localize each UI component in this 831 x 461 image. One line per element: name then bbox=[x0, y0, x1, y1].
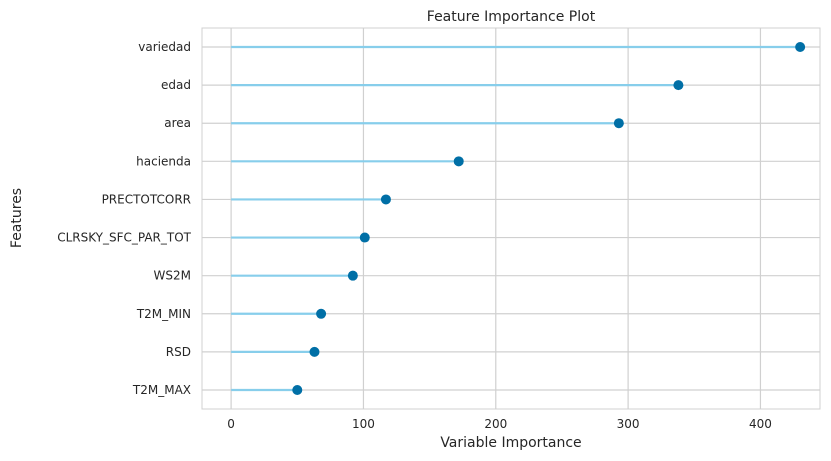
y-tick-label: RSD bbox=[166, 345, 191, 359]
y-tick-label: PRECTOTCORR bbox=[102, 192, 191, 206]
chart-title: Feature Importance Plot bbox=[427, 9, 596, 25]
y-axis-title: Features bbox=[9, 188, 25, 248]
y-tick-label: area bbox=[164, 116, 191, 130]
y-tick-label: WS2M bbox=[154, 269, 191, 283]
plot-area bbox=[201, 27, 821, 410]
x-tick-label: 100 bbox=[352, 417, 375, 431]
data-point bbox=[359, 232, 370, 243]
data-point bbox=[380, 194, 391, 205]
markers bbox=[292, 42, 806, 395]
y-tick-label: variedad bbox=[138, 40, 191, 54]
data-point bbox=[316, 308, 327, 319]
data-point bbox=[613, 118, 624, 129]
data-point bbox=[347, 270, 358, 281]
x-tick-label: 300 bbox=[617, 417, 640, 431]
x-tick-label: 400 bbox=[749, 417, 772, 431]
y-tick-labels: variedad edad area hacienda PRECTOTCORR CLRSK… bbox=[57, 40, 191, 397]
stems bbox=[231, 45, 801, 392]
y-tick-label: T2M_MAX bbox=[132, 383, 191, 397]
y-tick-label: CLRSKY_SFC_PAR_TOT bbox=[57, 231, 191, 245]
x-tick-label: 0 bbox=[227, 417, 235, 431]
data-point bbox=[292, 385, 303, 395]
data-point bbox=[453, 156, 464, 167]
data-point bbox=[795, 42, 806, 52]
data-point bbox=[309, 346, 320, 357]
x-tick-labels: 0 100 200 300 400 bbox=[227, 417, 772, 431]
y-tick-label: hacienda bbox=[136, 154, 191, 168]
y-tick-label: T2M_MIN bbox=[136, 307, 191, 321]
x-tick-label: 200 bbox=[484, 417, 507, 431]
data-point bbox=[673, 80, 684, 91]
y-tick-label: edad bbox=[161, 78, 191, 92]
x-axis-title: Variable Importance bbox=[440, 435, 581, 451]
